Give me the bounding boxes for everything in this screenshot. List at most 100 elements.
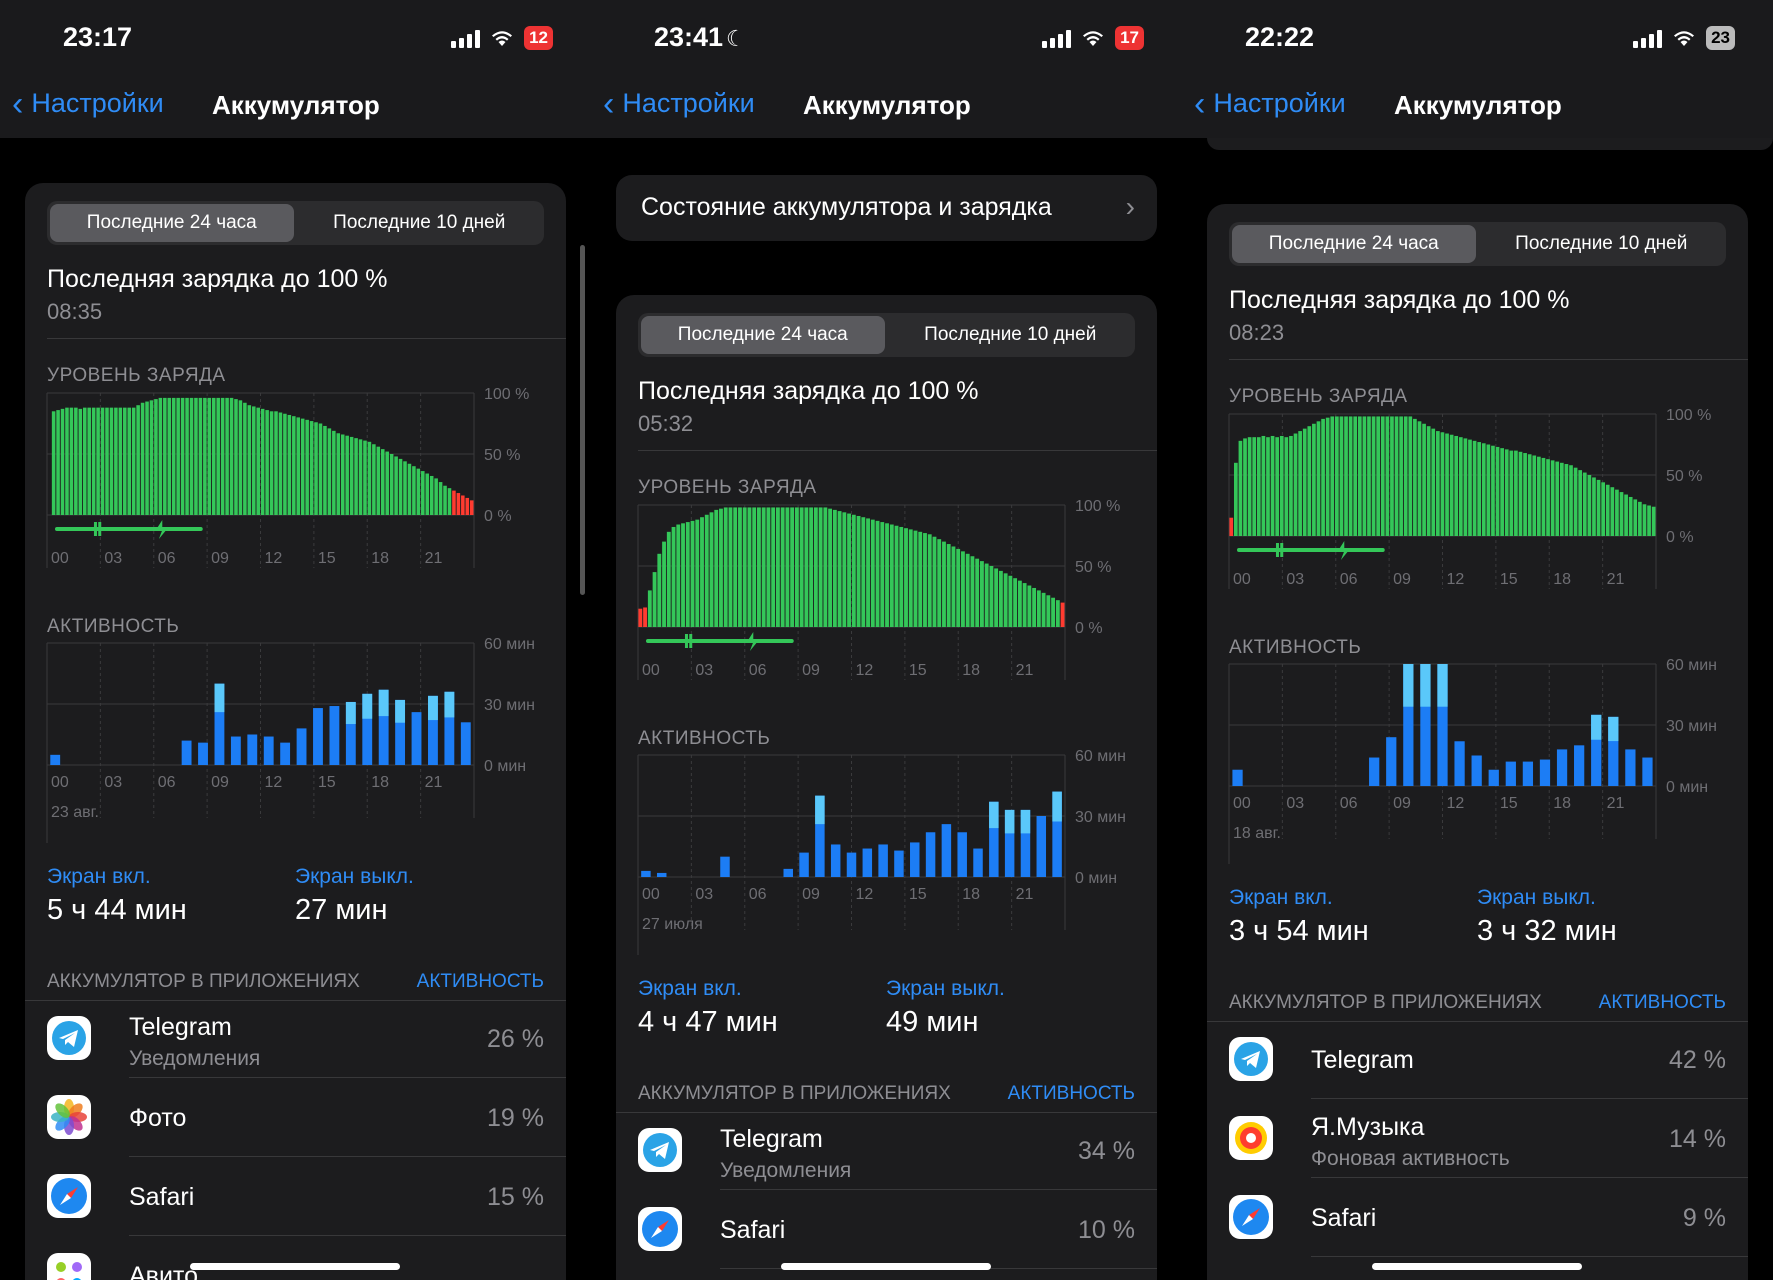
level-bar: [1642, 504, 1647, 536]
app-row[interactable]: Safari 10 %: [638, 1194, 1157, 1269]
hour-label: 03: [1286, 795, 1304, 812]
activity-bar-screen-off: [1608, 716, 1619, 742]
tab-last-10-days[interactable]: Последние 10 дней: [1515, 233, 1688, 254]
chart-date-label: 23 авг.: [51, 804, 99, 821]
app-name: Авито: [129, 1262, 198, 1280]
activity-bar: [799, 852, 809, 877]
tab-last-10-days[interactable]: Последние 10 дней: [924, 324, 1097, 345]
app-name: Фото: [129, 1104, 187, 1132]
cellular-signal-icon: [451, 28, 481, 48]
hour-label: 09: [1393, 571, 1411, 588]
back-button[interactable]: ‹ Настройки: [1194, 87, 1346, 121]
home-indicator[interactable]: [781, 1263, 991, 1270]
navigation-bar: [1182, 80, 1773, 138]
activity-bar: [1420, 664, 1431, 786]
separator: [638, 450, 1157, 451]
level-bar: [398, 458, 403, 515]
level-bar: [1486, 444, 1491, 536]
row-separator: [1311, 1098, 1748, 1099]
tab-last-10-days[interactable]: Последние 10 дней: [333, 212, 506, 233]
battery-health-row[interactable]: Состояние аккумулятора и зарядка ›: [616, 175, 1157, 241]
level-bar: [828, 508, 833, 627]
app-row[interactable]: Фото 19 %: [47, 1082, 566, 1157]
tab-last-24-hours[interactable]: Последние 24 часа: [1232, 225, 1476, 263]
level-axis-label: 50 %: [1666, 468, 1702, 485]
level-bar: [657, 553, 662, 627]
level-bar: [1495, 446, 1500, 536]
level-bar: [1394, 416, 1399, 536]
level-bar: [100, 407, 105, 515]
app-row[interactable]: Telegram Уведомления 26 %: [47, 1003, 566, 1078]
level-bar: [194, 397, 198, 515]
app-row[interactable]: Telegram Уведомления 34 %: [638, 1115, 1157, 1190]
level-bar: [332, 430, 336, 515]
level-bar: [1445, 433, 1449, 536]
app-row[interactable]: Safari 9 %: [1229, 1182, 1748, 1257]
telegram-icon: [1229, 1037, 1273, 1081]
hour-label: 12: [856, 886, 874, 903]
level-bar: [167, 397, 172, 515]
status-time: 22:22: [1245, 22, 1315, 52]
tab-last-24-hours[interactable]: Последние 24 часа: [50, 204, 294, 242]
level-bar: [681, 523, 685, 627]
app-row[interactable]: Safari 15 %: [47, 1161, 566, 1236]
home-indicator[interactable]: [190, 1263, 400, 1270]
app-row[interactable]: Я.Музыка Фоновая активность 14 %: [1229, 1103, 1748, 1178]
show-activity-link[interactable]: АКТИВНОСТЬ: [1598, 992, 1726, 1013]
level-bar: [87, 407, 91, 515]
app-row[interactable]: Telegram 42 %: [1229, 1024, 1748, 1099]
app-row[interactable]: Авито: [47, 1240, 544, 1280]
level-bar: [927, 534, 932, 627]
level-bar: [1408, 416, 1413, 536]
level-bar: [1555, 461, 1560, 536]
app-name: Telegram: [129, 1013, 232, 1041]
level-bar: [185, 397, 189, 515]
level-bar: [1518, 451, 1523, 536]
level-bar: [1481, 443, 1486, 536]
battery-icon: 17: [1115, 26, 1144, 50]
level-bar: [296, 417, 301, 515]
hour-label: 15: [318, 774, 336, 791]
activity-bar-screen-off: [1004, 809, 1015, 834]
level-bar: [1302, 428, 1307, 536]
activity-bar-screen-off: [1591, 714, 1602, 740]
last-charge-time: 08:35: [47, 299, 103, 324]
level-bar: [866, 518, 870, 627]
level-bar: [875, 520, 880, 627]
hour-label: 06: [749, 662, 767, 679]
show-activity-link[interactable]: АКТИВНОСТЬ: [416, 971, 544, 992]
back-button[interactable]: ‹ Настройки: [12, 87, 164, 121]
app-battery-percent: 26 %: [487, 1025, 544, 1053]
tab-last-24-hours[interactable]: Последние 24 часа: [641, 316, 885, 354]
battery-level-chart: 100 % 50 % 0 % 00 03 06 09 12 15 18 21: [1228, 407, 1711, 589]
level-bar: [1523, 453, 1527, 536]
level-bar: [469, 500, 474, 515]
apps-section-header: АККУМУЛЯТОР В ПРИЛОЖЕНИЯХ АКТИВНОСТЬ: [638, 1083, 1135, 1105]
app-battery-percent: 34 %: [1078, 1137, 1135, 1165]
activity-bar: [1505, 761, 1516, 786]
battery-icon: 12: [524, 26, 553, 50]
hour-label: 03: [695, 662, 713, 679]
level-bar: [305, 419, 309, 515]
activity-bar: [846, 852, 857, 877]
level-bar: [923, 533, 927, 627]
level-bar: [742, 507, 747, 627]
activity-bar: [50, 754, 61, 765]
show-activity-link[interactable]: АКТИВНОСТЬ: [1007, 1083, 1135, 1104]
activity-bar: [378, 689, 389, 765]
activity-bar-screen-off: [378, 689, 389, 717]
screen-off-label: Экран выкл.: [295, 865, 414, 888]
level-bar: [154, 399, 158, 515]
level-bar: [738, 507, 742, 627]
hour-label: 18: [371, 550, 389, 567]
activity-bar: [1574, 745, 1585, 786]
level-bar: [145, 401, 149, 515]
home-indicator[interactable]: [1372, 1263, 1582, 1270]
level-bar: [752, 507, 757, 627]
app-usage-detail: Уведомления: [720, 1159, 852, 1182]
activity-bar: [1020, 809, 1031, 877]
level-bar: [1229, 517, 1234, 536]
telegram-icon: [638, 1128, 682, 1172]
back-button[interactable]: ‹ Настройки: [603, 87, 755, 121]
app-name: Safari: [1311, 1204, 1377, 1232]
